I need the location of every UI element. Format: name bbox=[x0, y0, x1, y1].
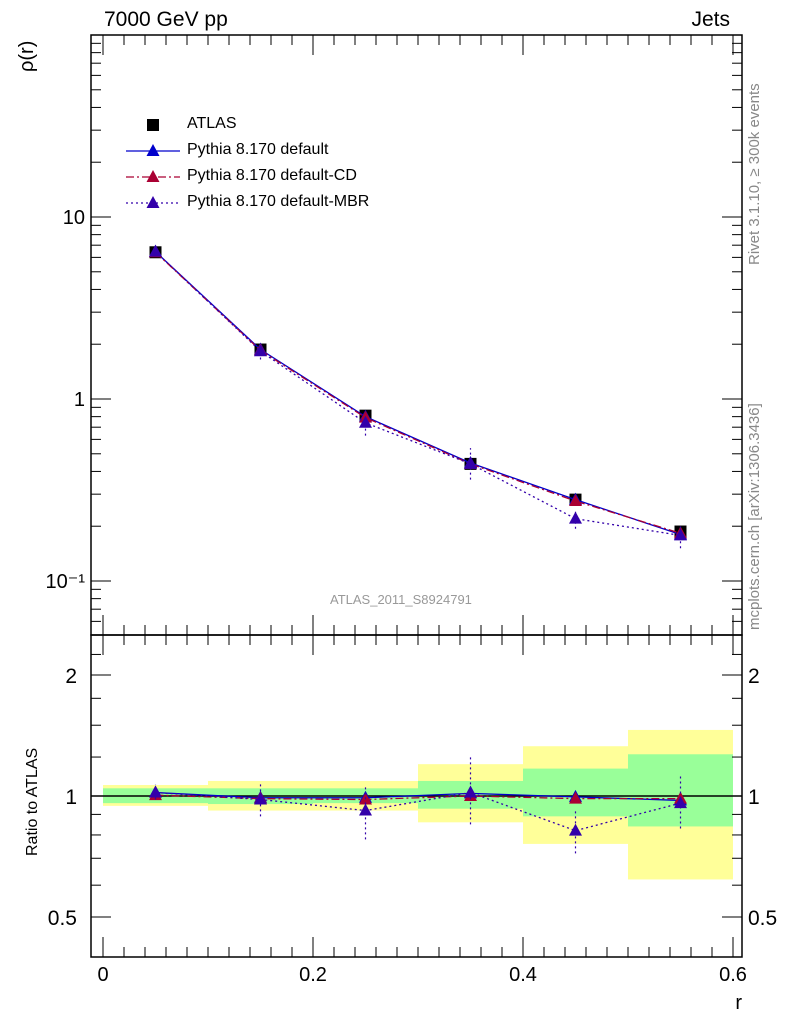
data-series bbox=[149, 244, 687, 854]
ratio-ytick-label: 1 bbox=[65, 786, 77, 809]
main-ytick-label: 1 bbox=[74, 389, 85, 411]
ratio-ytick-label: 2 bbox=[65, 665, 77, 688]
rivet-version-label: Rivet 3.1.10, ≥ 300k events bbox=[746, 83, 763, 265]
main-marker-3 bbox=[254, 344, 267, 357]
ratio-ytick-label-right: 0.5 bbox=[748, 907, 777, 930]
ratio-ytick-label-right: 1 bbox=[748, 786, 760, 809]
ratio-uncertainty-bands bbox=[91, 729, 742, 880]
x-tick-label: 0 bbox=[97, 964, 108, 986]
ratio-ytick-label-right: 2 bbox=[748, 665, 760, 688]
ratio-line-0 bbox=[155, 791, 681, 802]
main-ytick-label: 10⁻¹ bbox=[46, 571, 86, 593]
main-line-2 bbox=[155, 251, 681, 534]
x-tick-label: 0.2 bbox=[299, 964, 327, 986]
band-green-5 bbox=[628, 754, 733, 827]
main-line-1 bbox=[155, 251, 681, 536]
ratio-ytick-label: 0.5 bbox=[48, 907, 77, 930]
main-line-3 bbox=[155, 251, 681, 537]
ratio-marker-2 bbox=[254, 792, 267, 805]
main-marker-3 bbox=[674, 528, 687, 541]
main-marker-2 bbox=[569, 494, 582, 507]
ratio-frame bbox=[90, 634, 743, 958]
ratio-marker-1 bbox=[569, 791, 582, 804]
legend-entry-label: Pythia 8.170 default-CD bbox=[187, 167, 357, 184]
plot-frames bbox=[90, 34, 743, 958]
x-axis-label: r bbox=[735, 992, 742, 1014]
ratio-marker-2 bbox=[674, 796, 687, 809]
axes-ticks: 10⁻¹ 1 10 0.5 0.5 1 1 2 2 0 0.2 0.4 0.6 bbox=[46, 34, 777, 986]
legend-entry-label: ATLAS bbox=[187, 115, 237, 132]
ratio-marker-2 bbox=[149, 785, 162, 798]
ratio-marker-2 bbox=[464, 785, 477, 798]
ratio-marker-2 bbox=[359, 803, 372, 816]
legend-marker-2 bbox=[146, 170, 160, 182]
mcplots-reference-label: mcplots.cern.ch [arXiv:1306.3436] bbox=[746, 403, 763, 630]
main-marker-3 bbox=[359, 415, 372, 428]
main-marker-3 bbox=[149, 244, 162, 257]
x-tick-label: 0.4 bbox=[509, 964, 537, 986]
legend-marker-atlas bbox=[147, 119, 159, 131]
ratio-line-1 bbox=[155, 794, 681, 801]
ratio-marker-2 bbox=[569, 823, 582, 836]
legend-entry-label: Pythia 8.170 default bbox=[187, 141, 329, 158]
legend-marker-3 bbox=[146, 196, 160, 208]
header-energy-label: 7000 GeV pp bbox=[104, 8, 228, 31]
legend-entry-label: Pythia 8.170 default-MBR bbox=[187, 193, 370, 210]
main-y-axis-label: ρ(r) bbox=[16, 40, 38, 72]
x-tick-label: 0.6 bbox=[719, 964, 747, 986]
ratio-y-axis-label: Ratio to ATLAS bbox=[24, 747, 41, 856]
main-ytick-label: 10 bbox=[63, 207, 85, 229]
header-process-label: Jets bbox=[691, 8, 730, 31]
legend-marker-1 bbox=[146, 144, 160, 156]
analysis-id-label: ATLAS_2011_S8924791 bbox=[330, 592, 472, 607]
